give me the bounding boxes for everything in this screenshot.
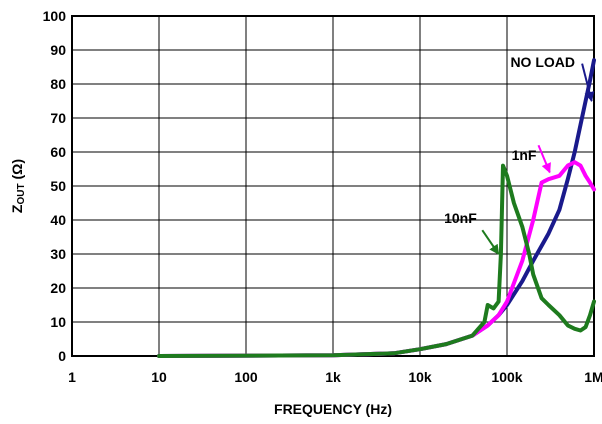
y-tick-label: 40 — [50, 212, 66, 228]
y-tick-label: 30 — [50, 246, 66, 262]
y-tick-label: 70 — [50, 110, 66, 126]
annotation-arrow-no-load — [581, 63, 595, 102]
y-tick-label: 60 — [50, 144, 66, 160]
x-tick-label: 1 — [68, 369, 76, 385]
x-tick-label: 10k — [408, 369, 432, 385]
y-axis-title: ZOUT (Ω) — [9, 159, 27, 213]
y-axis-title-main: Z — [9, 204, 25, 213]
series-line-10nf — [157, 163, 596, 358]
series-lines — [157, 58, 596, 358]
y-tick-label: 100 — [43, 8, 67, 24]
series-line-no-load — [157, 58, 596, 358]
y-tick-label: 20 — [50, 280, 66, 296]
y-tick-labels: 0 10 20 30 40 50 60 70 80 90 100 — [43, 8, 67, 364]
annotation-arrows — [481, 63, 595, 255]
x-tick-label: 100k — [491, 369, 522, 385]
y-tick-label: 10 — [50, 314, 66, 330]
annotation-arrow-10nf — [481, 229, 500, 255]
x-tick-label: 1k — [325, 369, 341, 385]
annotation-arrow-1nf — [537, 144, 551, 174]
label-1nf: 1nF — [512, 147, 537, 163]
y-tick-label: 50 — [50, 178, 66, 194]
x-tick-label: 100 — [234, 369, 258, 385]
label-no-load: NO LOAD — [510, 54, 575, 70]
label-10nf: 10nF — [444, 210, 477, 226]
y-tick-label: 0 — [58, 348, 66, 364]
x-tick-label: 10 — [151, 369, 167, 385]
y-axis-title-unit: (Ω) — [9, 159, 25, 183]
y-tick-label: 80 — [50, 76, 66, 92]
y-tick-label: 90 — [50, 42, 66, 58]
x-tick-label: 1M — [584, 369, 602, 385]
x-tick-labels: 1 10 100 1k 10k 100k 1M — [68, 369, 602, 385]
y-axis-title-subscript: OUT — [16, 183, 27, 204]
x-axis-title: FREQUENCY (Hz) — [274, 401, 392, 417]
